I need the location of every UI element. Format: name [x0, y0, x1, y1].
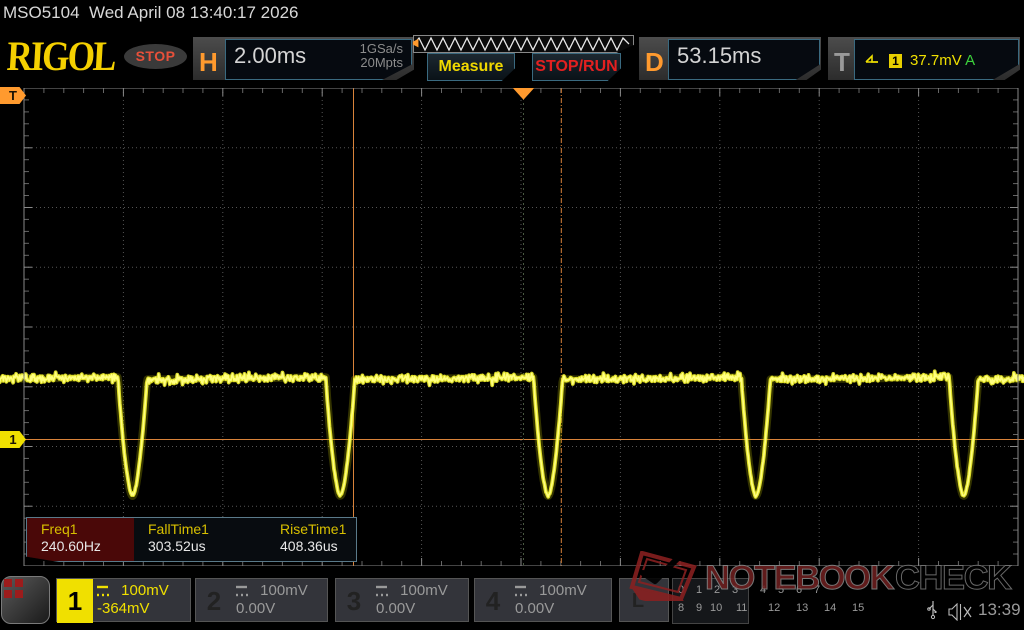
svg-text:CHECK: CHECK: [895, 559, 1012, 597]
svg-text:NOTEBOOK: NOTEBOOK: [705, 559, 895, 597]
